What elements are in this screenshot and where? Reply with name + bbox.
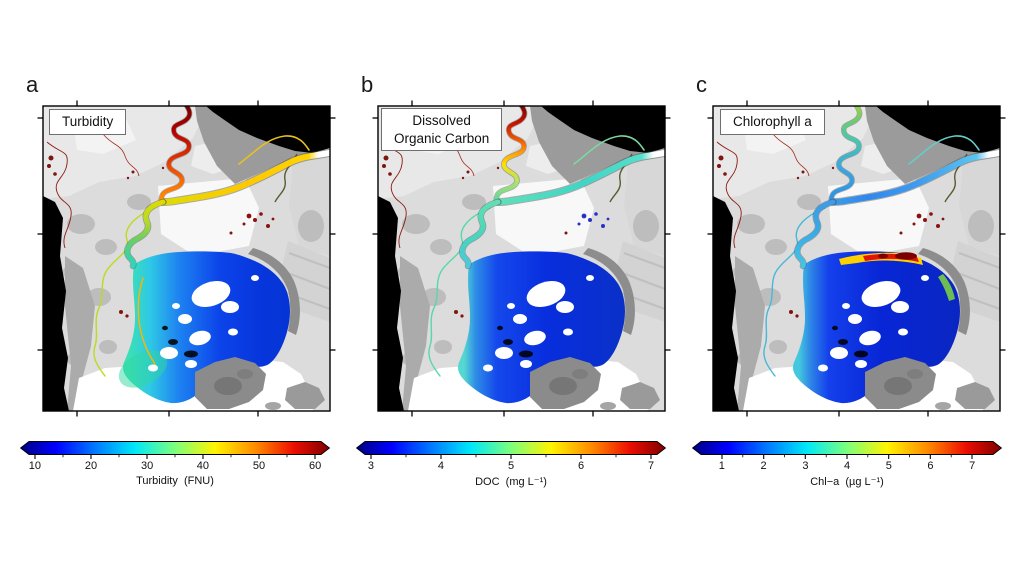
tick-label: 7 [648, 460, 655, 472]
tick-label: 40 [196, 460, 210, 472]
map-content [713, 106, 1000, 411]
tick-label: 3 [802, 460, 809, 472]
colorbar-gradient-bar [356, 441, 666, 459]
map-turbidity [36, 99, 337, 418]
jet-colorbar [692, 441, 1002, 455]
tick-label: 4 [843, 460, 851, 472]
tick-label: 60 [308, 460, 322, 472]
minor-ticks [62, 454, 288, 458]
tick-label: 20 [84, 460, 98, 472]
tick-label: 1 [718, 460, 725, 472]
tick-label: 2 [760, 460, 767, 472]
tick-label: 4 [437, 460, 444, 472]
colorbar-unit-label: DOC (mg L⁻¹) [475, 476, 547, 488]
map-title-doc: Dissolved Organic Carbon [381, 108, 503, 152]
panel-letter-b: b [361, 72, 374, 97]
tick-label: 7 [969, 460, 976, 472]
algal-bloom-patch [839, 252, 923, 265]
colorbar-unit-label: Turbidity (FNU) [136, 475, 214, 487]
tick-label: 10 [28, 460, 41, 472]
jet-colorbar [356, 441, 666, 455]
tick-label: 6 [577, 460, 585, 472]
major-ticks [34, 454, 316, 459]
major-ticks [370, 454, 652, 459]
tick-label: 5 [885, 460, 892, 472]
colorbar-tick-labels: 1 2 3 4 5 6 7 [692, 460, 1002, 473]
tick-label: 30 [140, 460, 154, 472]
colorbar-gradient-bar [20, 441, 330, 459]
tick-label: 3 [367, 460, 374, 472]
colorbar-gradient-bar [692, 441, 1002, 459]
map-title-turbidity: Turbidity [49, 109, 127, 135]
major-ticks [721, 454, 973, 459]
minor-ticks [405, 454, 617, 458]
colorbar-turbidity: 10 20 30 40 50 60 Turbidity (FNU) [20, 441, 330, 493]
title-line: Chlorophyll a [733, 114, 812, 129]
title-line: Organic Carbon [394, 130, 490, 146]
panel-letter-a: a [26, 72, 39, 97]
bay-edge-green-fringe [938, 274, 955, 301]
colorbar-doc: 3 4 5 6 7 DOC (mg L⁻¹) [356, 441, 666, 493]
tick-label: 50 [252, 460, 266, 472]
map-content [43, 106, 330, 411]
title-line: Dissolved [412, 113, 471, 128]
title-line: Turbidity [62, 114, 114, 129]
jet-colorbar [20, 441, 330, 455]
colorbar-tick-labels: 3 4 5 6 7 [356, 460, 666, 473]
panel-letter-c: c [696, 72, 707, 97]
minor-ticks [742, 454, 952, 458]
tick-label: 5 [507, 460, 515, 472]
colorbar-unit-label: Chl−a (µg L⁻¹) [810, 476, 884, 488]
colorbar-tick-labels: 10 20 30 40 50 60 [20, 460, 330, 473]
bay-southwest-fan [118, 350, 168, 388]
tick-label: 6 [927, 460, 934, 472]
map-title-chlorophyll: Chlorophyll a [720, 109, 825, 135]
colorbar-chlorophyll: 1 2 3 4 5 6 7 Chl−a (µg L⁻¹) [692, 441, 1002, 493]
map-chlorophyll [706, 99, 1007, 418]
